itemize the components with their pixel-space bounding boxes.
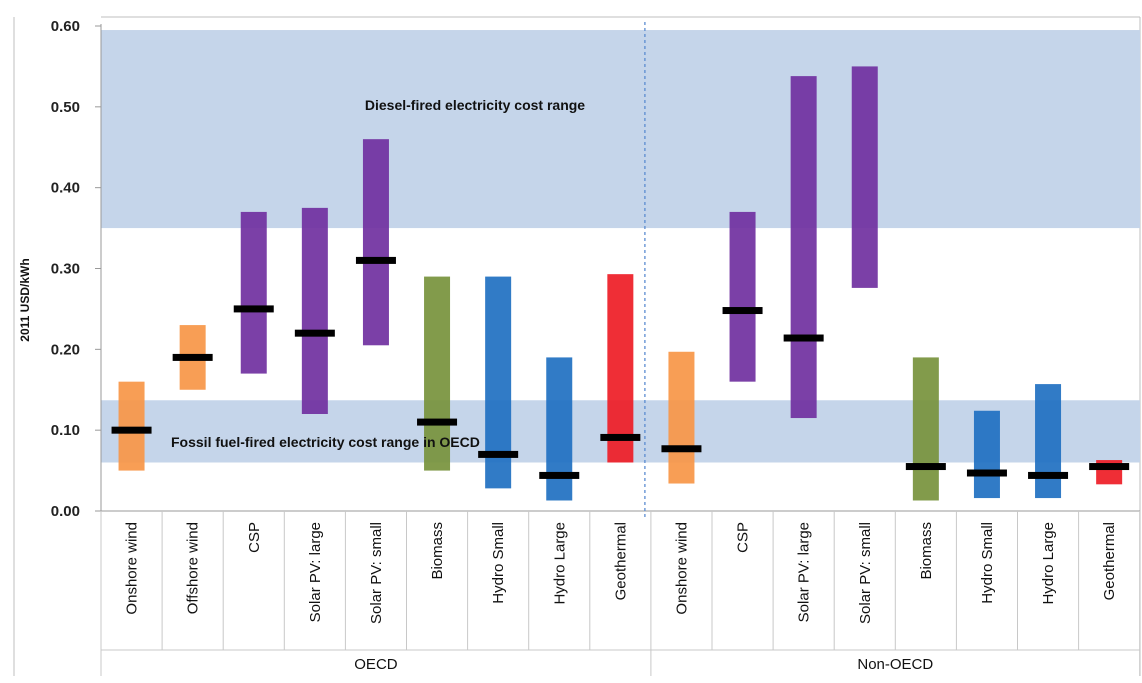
y-tick-label: 0.00: [51, 503, 80, 520]
y-tick-label: 0.50: [51, 99, 80, 116]
category-label: CSP: [735, 522, 752, 553]
mid-marker-0: [111, 426, 152, 434]
category-label: Biomass: [429, 522, 446, 580]
range-bar-9: [668, 351, 695, 484]
range-bar-0: [118, 381, 145, 471]
mid-marker-15: [1028, 471, 1069, 479]
group-label-oecd: OECD: [354, 656, 398, 673]
mid-marker-14: [966, 469, 1007, 477]
category-label: Solar PV: large: [796, 522, 813, 622]
range-bar-14: [973, 410, 1000, 499]
range-bar-13: [912, 357, 939, 501]
category-label: Onshore wind: [124, 522, 141, 615]
mid-marker-1: [172, 353, 213, 361]
y-tick-label: 0.10: [51, 422, 80, 439]
y-axis-title: 2011 USD/kWh: [18, 258, 32, 341]
category-label: Offshore wind: [185, 522, 202, 614]
category-label: Geothermal: [1101, 522, 1118, 600]
category-label: Solar PV: small: [857, 522, 874, 624]
y-tick-label: 0.60: [51, 18, 80, 35]
range-bar-12: [851, 66, 878, 288]
category-label: Hydro Large: [1040, 522, 1057, 605]
range-bar-10: [729, 211, 756, 382]
range-bar-5: [424, 276, 451, 471]
y-tick-label: 0.40: [51, 180, 80, 197]
category-label: Geothermal: [612, 522, 629, 600]
mid-marker-13: [905, 463, 946, 471]
range-bar-15: [1035, 384, 1062, 499]
mid-marker-3: [294, 329, 335, 337]
band-label-diesel: Diesel-fired electricity cost range: [365, 97, 585, 113]
category-label: Solar PV: small: [368, 522, 385, 624]
mid-marker-7: [539, 471, 580, 479]
mid-marker-11: [783, 334, 824, 342]
mid-marker-6: [478, 450, 519, 458]
category-label: Onshore wind: [673, 522, 690, 615]
mid-marker-16: [1089, 463, 1130, 471]
range-bar-7: [546, 357, 573, 501]
band-label-fossil: Fossil fuel-fired electricity cost range…: [171, 434, 480, 450]
range-bar-2: [240, 211, 267, 374]
mid-marker-4: [355, 256, 396, 264]
category-label: Solar PV: large: [307, 522, 324, 622]
mid-marker-5: [417, 418, 458, 426]
range-bar-3: [301, 207, 328, 414]
mid-marker-2: [233, 305, 274, 313]
y-tick-label: 0.20: [51, 341, 80, 358]
category-label: Hydro Large: [551, 522, 568, 605]
mid-marker-10: [722, 307, 763, 315]
category-label: Biomass: [918, 522, 935, 580]
category-label: CSP: [246, 522, 263, 553]
y-tick-label: 0.30: [51, 261, 80, 278]
range-bar-11: [790, 76, 817, 419]
range-bar-4: [362, 139, 389, 346]
group-label-non-oecd: Non-OECD: [857, 656, 933, 673]
category-label: Hydro Small: [490, 522, 507, 604]
category-label: Hydro Small: [979, 522, 996, 604]
range-bar-8: [607, 274, 634, 463]
mid-marker-8: [600, 433, 641, 441]
cost-band-0: [101, 30, 1140, 229]
mid-marker-9: [661, 445, 702, 453]
